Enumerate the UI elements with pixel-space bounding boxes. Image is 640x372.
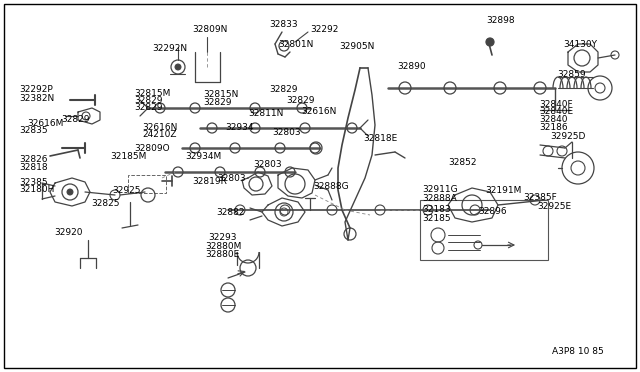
- Text: 32382N: 32382N: [19, 94, 54, 103]
- Text: 32920: 32920: [54, 228, 83, 237]
- Text: 32818E: 32818E: [364, 134, 398, 143]
- Bar: [420, 200, 548, 260]
- Text: 32292: 32292: [310, 25, 339, 34]
- Text: 32925: 32925: [112, 186, 141, 195]
- Text: 32835: 32835: [19, 126, 48, 135]
- Text: 32616N: 32616N: [301, 107, 336, 116]
- Circle shape: [175, 64, 181, 70]
- Text: 32616M: 32616M: [27, 119, 63, 128]
- Text: 32829: 32829: [134, 96, 163, 105]
- Text: 32293: 32293: [208, 233, 237, 242]
- Text: A3P8 10 85: A3P8 10 85: [552, 347, 604, 356]
- Text: 32905N: 32905N: [339, 42, 374, 51]
- Text: 32859: 32859: [557, 70, 586, 79]
- Circle shape: [67, 189, 73, 195]
- Text: 32840F: 32840F: [539, 100, 573, 109]
- Text: 32616N: 32616N: [142, 123, 177, 132]
- Text: 24210Z: 24210Z: [142, 130, 177, 139]
- Bar: [128, 175, 166, 193]
- Text: 32803: 32803: [272, 128, 301, 137]
- Text: 32819R: 32819R: [192, 177, 227, 186]
- Text: 32898: 32898: [486, 16, 515, 25]
- Text: 32890: 32890: [397, 62, 426, 71]
- Text: 32840E: 32840E: [539, 107, 573, 116]
- Text: 32934M: 32934M: [186, 153, 222, 161]
- Text: 32186: 32186: [539, 124, 568, 132]
- Text: 32815M: 32815M: [134, 89, 171, 97]
- Text: 32183: 32183: [422, 205, 451, 214]
- Text: 32180H: 32180H: [19, 185, 54, 194]
- Text: 32888G: 32888G: [314, 182, 349, 191]
- Text: 32818: 32818: [19, 163, 48, 172]
- Text: 32880E: 32880E: [205, 250, 239, 259]
- Text: 32826: 32826: [19, 155, 48, 164]
- Text: 32385F: 32385F: [524, 193, 557, 202]
- Text: 32191M: 32191M: [485, 186, 522, 195]
- Text: 32185M: 32185M: [110, 153, 147, 161]
- Text: 32803: 32803: [253, 160, 282, 169]
- Text: 32185: 32185: [422, 214, 451, 223]
- Text: 32896: 32896: [479, 207, 508, 216]
- Text: 32815N: 32815N: [204, 90, 239, 99]
- Text: 32925E: 32925E: [538, 202, 572, 211]
- Text: 32292P: 32292P: [19, 85, 53, 94]
- Text: 32809N: 32809N: [192, 25, 227, 34]
- Text: 32801N: 32801N: [278, 40, 314, 49]
- Text: 32385: 32385: [19, 178, 48, 187]
- Text: 32911G: 32911G: [422, 185, 458, 194]
- Text: 32833: 32833: [269, 20, 298, 29]
- Text: 32829: 32829: [269, 85, 298, 94]
- Text: 32803: 32803: [218, 174, 246, 183]
- Text: 32840: 32840: [539, 115, 568, 124]
- Text: 32825: 32825: [91, 199, 120, 208]
- Text: 32882: 32882: [216, 208, 245, 217]
- Text: 32925D: 32925D: [550, 132, 586, 141]
- Text: 34130Y: 34130Y: [563, 40, 597, 49]
- Text: 32934: 32934: [225, 123, 254, 132]
- Text: 32880M: 32880M: [205, 242, 241, 251]
- Text: 32888A: 32888A: [422, 194, 457, 203]
- Text: 32829: 32829: [287, 96, 316, 105]
- Text: 32809O: 32809O: [134, 144, 170, 153]
- Text: 32829: 32829: [134, 103, 163, 112]
- Text: 32292N: 32292N: [152, 44, 188, 53]
- Text: 32829: 32829: [61, 115, 90, 124]
- Text: 32829: 32829: [204, 98, 232, 107]
- Text: 32852: 32852: [448, 158, 477, 167]
- Text: 32811N: 32811N: [248, 109, 284, 118]
- Circle shape: [486, 38, 494, 46]
